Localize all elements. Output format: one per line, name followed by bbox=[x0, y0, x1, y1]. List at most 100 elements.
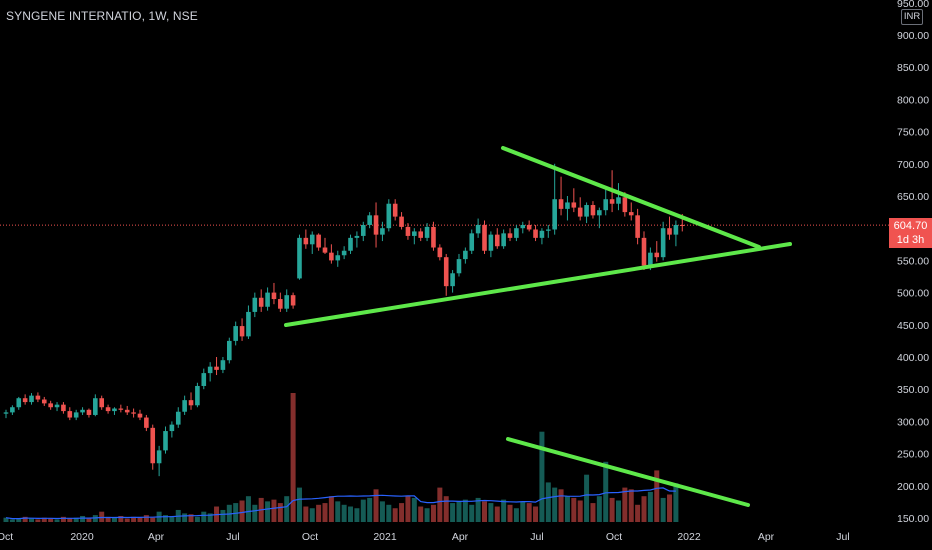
price-tick-label: 400.00 bbox=[897, 352, 929, 364]
candle-body bbox=[552, 199, 557, 230]
symbol-title: SYNGENE INTERNATIO, 1W, NSE bbox=[6, 9, 198, 23]
candle-body bbox=[156, 450, 162, 464]
candle-body bbox=[546, 229, 551, 231]
candle-body bbox=[360, 224, 366, 236]
candle-body bbox=[188, 400, 194, 406]
candle-body bbox=[348, 237, 353, 251]
candle-body bbox=[16, 398, 22, 408]
candle-body bbox=[628, 212, 634, 216]
price-tick-label: 550.00 bbox=[897, 255, 929, 267]
volume-bar bbox=[60, 516, 66, 522]
volume-bar bbox=[622, 487, 628, 522]
volume-bar bbox=[558, 489, 564, 522]
volume-bar bbox=[354, 508, 360, 522]
time-tick-label: Apr bbox=[452, 531, 469, 543]
candle-body bbox=[99, 398, 104, 408]
volume-bar bbox=[169, 515, 175, 522]
candle-body bbox=[303, 237, 309, 245]
volume-bar bbox=[29, 518, 35, 522]
candle-body bbox=[93, 398, 98, 415]
volume-bar bbox=[577, 500, 583, 522]
candle-body bbox=[373, 215, 379, 235]
volume-bar bbox=[201, 511, 207, 522]
volume-bar bbox=[277, 503, 283, 522]
volume-bar bbox=[660, 497, 666, 522]
candle-body bbox=[290, 295, 296, 306]
candle-body bbox=[80, 409, 85, 413]
volume-bar bbox=[635, 504, 641, 522]
volume-bar bbox=[424, 508, 430, 522]
candle-body bbox=[450, 273, 455, 287]
time-axis[interactable]: Oct 2020 Apr Jul Oct 2021 Apr Jul Oct 2022 Apr Jul bbox=[0, 531, 850, 543]
candle-body bbox=[418, 231, 423, 238]
trendline-support[interactable] bbox=[284, 242, 792, 327]
volume-bar bbox=[35, 519, 41, 522]
price-tick-label: 150.00 bbox=[897, 513, 929, 525]
volume-bar bbox=[92, 515, 98, 522]
volume-bar bbox=[647, 491, 653, 522]
volume-bar bbox=[596, 496, 602, 522]
volume-bar bbox=[379, 501, 385, 522]
price-tick-label: 950.00 bbox=[897, 0, 929, 10]
currency-badge[interactable]: INR bbox=[901, 9, 923, 25]
candle-body bbox=[195, 385, 200, 406]
volume-bar bbox=[309, 508, 315, 522]
volume-bar bbox=[41, 517, 47, 522]
candle-body bbox=[271, 292, 277, 300]
candle-body bbox=[514, 228, 519, 238]
volume-bar bbox=[405, 496, 411, 522]
volume-bar bbox=[462, 499, 468, 522]
volume-bar bbox=[73, 517, 79, 522]
candle-body bbox=[424, 226, 430, 238]
candle-body bbox=[201, 373, 207, 386]
volume-bar bbox=[456, 501, 462, 522]
volume-bar bbox=[9, 519, 15, 522]
volume-bar bbox=[392, 508, 398, 522]
candle-body bbox=[144, 417, 149, 428]
volume-bar bbox=[469, 504, 475, 522]
price-tick-label: 450.00 bbox=[897, 320, 929, 332]
price-axis[interactable]: 150.00 200.00 250.00 300.00 350.00 400.00 450.… bbox=[897, 0, 929, 525]
trendlines[interactable] bbox=[284, 146, 792, 507]
volume-bar bbox=[603, 461, 609, 522]
volume-bar bbox=[348, 506, 354, 522]
volume-bar bbox=[188, 514, 194, 522]
candle-body bbox=[227, 340, 232, 361]
volume-bar bbox=[437, 487, 443, 522]
volume-bar bbox=[245, 496, 251, 522]
price-tick-label: 800.00 bbox=[897, 94, 929, 106]
volume-bar bbox=[552, 487, 558, 522]
candle-body bbox=[41, 399, 47, 404]
volume-bar bbox=[628, 489, 634, 522]
volume-bar bbox=[80, 515, 86, 522]
time-tick-label: Jul bbox=[836, 531, 849, 543]
trendline-resistance[interactable] bbox=[501, 146, 761, 249]
volume-bar bbox=[609, 497, 615, 522]
trendline-volume-trend[interactable] bbox=[506, 437, 750, 507]
candle-body bbox=[660, 228, 666, 258]
volume-bar bbox=[150, 517, 156, 522]
candle-body bbox=[622, 197, 628, 213]
candle-body bbox=[29, 395, 34, 403]
volume-bar bbox=[163, 515, 168, 522]
candle-body bbox=[609, 199, 615, 204]
candle-body bbox=[278, 299, 283, 309]
volume-bar bbox=[373, 489, 379, 522]
price-tick-label: 750.00 bbox=[897, 127, 929, 139]
price-tick-label: 300.00 bbox=[897, 416, 929, 428]
candle-body bbox=[48, 403, 53, 408]
candle-body bbox=[597, 210, 602, 216]
candle-body bbox=[635, 215, 640, 238]
volume-bar bbox=[265, 501, 271, 522]
candle-body bbox=[654, 252, 660, 258]
candle-body bbox=[386, 203, 392, 229]
volume-bar bbox=[335, 501, 341, 522]
candle-body bbox=[233, 326, 238, 341]
candle-body bbox=[118, 408, 124, 410]
candle-body bbox=[67, 411, 73, 418]
candle-body bbox=[105, 407, 111, 412]
candle-body bbox=[182, 400, 187, 412]
time-tick-label: 2022 bbox=[677, 531, 701, 543]
candle-body bbox=[207, 366, 213, 374]
